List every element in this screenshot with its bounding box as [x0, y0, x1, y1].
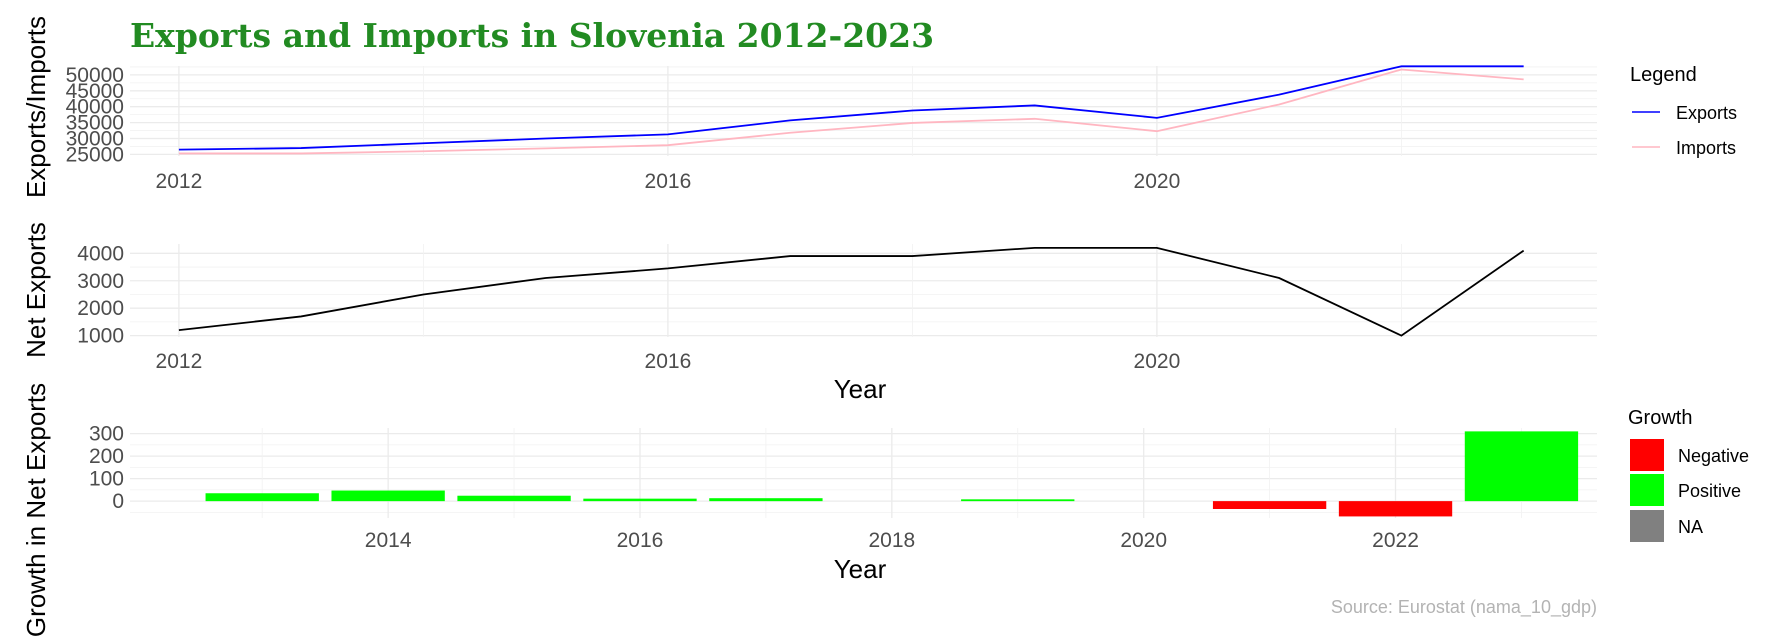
growth-bar	[1212, 501, 1327, 509]
legend-positive-swatch	[1630, 474, 1664, 506]
legend-negative-swatch	[1630, 439, 1664, 471]
legend-exports-label: Exports	[1676, 103, 1737, 123]
growth-grid	[130, 428, 1597, 518]
x-tick-label: 2014	[365, 529, 412, 552]
y-tick-label: 3000	[77, 270, 124, 293]
legend-positive-label: Positive	[1678, 481, 1741, 501]
y-tick-label: 40000	[66, 96, 124, 119]
growth-bar	[961, 499, 1075, 502]
line-legend: Legend Exports Imports	[1630, 64, 1737, 158]
x-tick-label: 2022	[1372, 529, 1419, 552]
exports-line	[178, 65, 1524, 151]
net-exports-line	[178, 246, 1525, 337]
x-tick-label: 2016	[645, 170, 692, 193]
y-tick-label: 45000	[66, 80, 124, 103]
y-tick-label: 0	[112, 490, 124, 513]
chart-title: Exports and Imports in Slovenia 2012-202…	[130, 16, 934, 55]
imports-line	[178, 68, 1524, 155]
legend-na-swatch	[1630, 510, 1664, 542]
net-exports-x-label: Year	[834, 374, 887, 404]
exports-imports-lines	[178, 65, 1524, 155]
net-exports-panel: 1000 2000 3000 4000 2012 2016 2020 Net Export…	[21, 222, 1597, 404]
growth-x-ticks: 2014 2016 2018 2020 2022	[365, 529, 1419, 552]
y-tick-label: 25000	[66, 143, 124, 166]
growth-legend-title: Growth	[1628, 407, 1692, 429]
y-tick-label: 2000	[77, 297, 124, 320]
source-caption: Source: Eurostat (nama_10_gdp)	[1331, 597, 1597, 618]
x-tick-label: 2016	[617, 529, 664, 552]
growth-bar	[1338, 501, 1453, 517]
legend-imports-label: Imports	[1676, 138, 1736, 158]
x-tick-label: 2020	[1134, 170, 1181, 193]
y-tick-label: 30000	[66, 128, 124, 151]
x-tick-label: 2020	[1120, 529, 1167, 552]
y-tick-label: 1000	[77, 325, 124, 348]
exports-imports-grid	[130, 66, 1597, 156]
x-tick-label: 2012	[156, 170, 203, 193]
growth-bar	[331, 490, 445, 502]
y-tick-label: 4000	[77, 242, 124, 265]
y-tick-label: 300	[89, 423, 124, 446]
exports-imports-y-label: Exports/Imports	[21, 16, 51, 198]
x-tick-label: 2018	[868, 529, 915, 552]
net-exports-x-ticks: 2012 2016 2020	[156, 350, 1181, 373]
y-tick-label: 35000	[66, 112, 124, 135]
growth-bar	[709, 498, 823, 502]
growth-y-label: Growth in Net Exports	[21, 383, 51, 636]
y-tick-label: 200	[89, 445, 124, 468]
legend-negative-label: Negative	[1678, 446, 1749, 466]
growth-bars	[205, 431, 1579, 517]
x-tick-label: 2016	[645, 350, 692, 373]
y-tick-label: 100	[89, 468, 124, 491]
growth-bar	[1464, 431, 1579, 502]
net-exports-line	[178, 246, 1525, 337]
growth-bar	[457, 495, 571, 502]
x-tick-label: 2012	[156, 350, 203, 373]
growth-legend: Growth Negative Positive NA	[1628, 407, 1749, 542]
growth-bar	[583, 498, 697, 502]
y-tick-label: 50000	[66, 64, 124, 87]
exports-imports-x-ticks: 2012 2016 2020	[156, 170, 1181, 193]
growth-bar	[205, 493, 319, 502]
line-legend-title: Legend	[1630, 64, 1697, 86]
net-exports-grid	[130, 244, 1597, 337]
growth-x-label: Year	[834, 554, 887, 584]
legend-na-label: NA	[1678, 517, 1703, 537]
net-exports-y-label: Net Exports	[21, 222, 51, 358]
net-exports-y-ticks: 1000 2000 3000 4000	[77, 242, 124, 347]
x-tick-label: 2020	[1134, 350, 1181, 373]
